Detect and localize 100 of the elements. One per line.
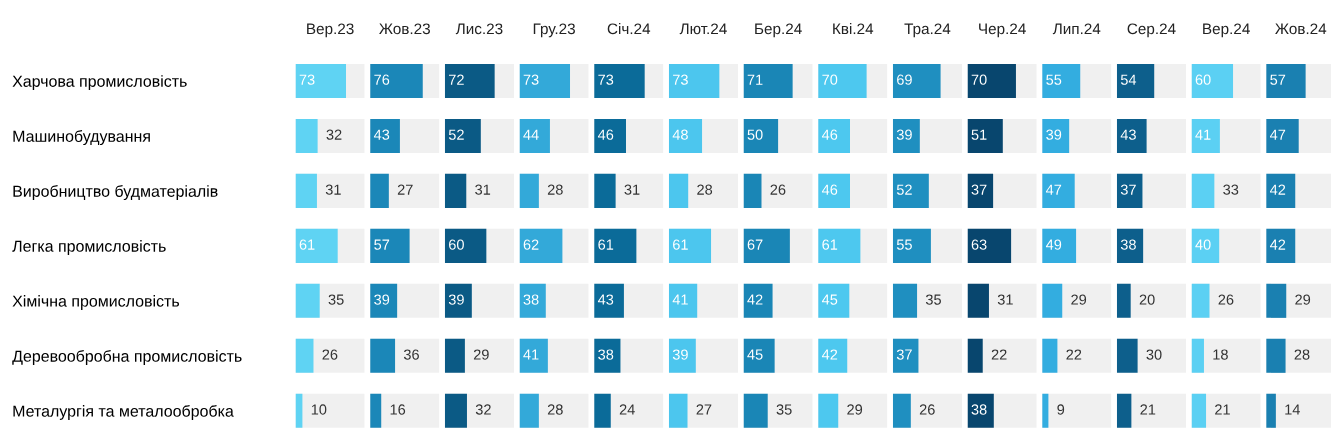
bar	[1266, 393, 1276, 428]
data-label: 73	[299, 74, 315, 85]
chart-title: Лют.24	[679, 23, 727, 35]
data-label: 29	[473, 349, 489, 360]
data-label: 43	[597, 294, 614, 305]
data-label: 26	[1218, 294, 1234, 305]
data-label: 48	[672, 129, 688, 140]
data-label: 62	[523, 239, 539, 250]
data-label: 42	[1269, 239, 1286, 250]
data-label: 70	[822, 74, 838, 85]
data-label: 38	[523, 294, 539, 305]
data-label: 40	[1195, 239, 1211, 250]
data-label: 61	[822, 239, 838, 250]
chart-title: Січ.24	[607, 22, 651, 35]
data-label: 43	[1120, 129, 1136, 140]
data-label: 18	[1213, 349, 1228, 360]
data-label: 61	[673, 239, 688, 250]
data-label: 47	[1045, 184, 1062, 195]
data-label: 29	[1071, 294, 1087, 305]
chart-title: Лис.23	[455, 23, 503, 35]
chart-title: Бер.24	[755, 23, 802, 38]
y-tick-label: Деревообробна промисловість	[12, 349, 242, 365]
data-label: 43	[373, 129, 390, 140]
data-label: 20	[1139, 294, 1155, 305]
data-label: 39	[448, 294, 464, 305]
data-label: 26	[919, 404, 935, 415]
data-label: 35	[925, 294, 941, 305]
chart-title: Сер.24	[1127, 23, 1176, 38]
data-label: 44	[523, 129, 539, 140]
data-label: 27	[696, 404, 712, 415]
data-label: 32	[475, 404, 491, 415]
data-label: 28	[697, 184, 713, 195]
data-label: 49	[1045, 239, 1062, 250]
data-label: 29	[1295, 294, 1311, 305]
y-tick-label: Легка промисловість	[12, 240, 166, 255]
data-label: 37	[971, 184, 987, 195]
data-label: 63	[971, 239, 987, 250]
y-tick-label: Металургія та металообробка	[13, 404, 234, 420]
data-label: 41	[523, 349, 539, 360]
data-label: 24	[619, 404, 635, 415]
data-label: 26	[770, 184, 786, 195]
data-label: 54	[1120, 74, 1137, 85]
data-label: 73	[673, 74, 688, 85]
data-label: 41	[1195, 129, 1211, 140]
data-label: 76	[374, 74, 390, 85]
data-label: 42	[821, 349, 838, 360]
data-label: 51	[971, 129, 987, 140]
data-label: 36	[403, 349, 419, 360]
data-label: 27	[397, 184, 413, 195]
data-label: 31	[624, 184, 640, 195]
data-label: 28	[1294, 349, 1310, 360]
data-label: 33	[1223, 184, 1239, 195]
data-label: 31	[475, 184, 491, 195]
data-label: 22	[1066, 349, 1082, 360]
chart-title: Жов.23	[379, 23, 430, 35]
chart-title: Жов.24	[1275, 23, 1327, 35]
data-label: 38	[971, 404, 987, 415]
data-label: 61	[598, 239, 614, 250]
chart-title: Гру.23	[533, 23, 575, 38]
data-label: 29	[847, 404, 863, 415]
chart-title: Вер.23	[307, 23, 354, 38]
bar	[1191, 393, 1207, 428]
chart-title: Тра.24	[904, 23, 951, 38]
data-label: 46	[597, 129, 614, 140]
data-label: 30	[1146, 349, 1162, 360]
data-label: 46	[821, 184, 838, 195]
bar	[1191, 338, 1204, 373]
chart-title: Чер.24	[979, 23, 1026, 38]
data-label: 39	[1046, 129, 1062, 140]
data-label: 45	[747, 349, 763, 360]
data-label: 46	[821, 129, 838, 140]
y-tick-label: Харчова промисловість	[12, 75, 187, 91]
bar	[370, 393, 382, 428]
data-label: 42	[1269, 184, 1286, 195]
data-label: 42	[747, 294, 763, 305]
data-label: 37	[1120, 184, 1136, 195]
data-label: 10	[311, 404, 327, 415]
data-label: 28	[547, 184, 563, 195]
data-label: 60	[1195, 74, 1211, 85]
data-label: 9	[1057, 404, 1065, 415]
data-label: 57	[374, 239, 390, 250]
data-label: 52	[448, 129, 464, 140]
data-label: 38	[598, 349, 614, 360]
chart-title: Лип.24	[1052, 23, 1101, 35]
chart-title: Вер.24	[1203, 23, 1250, 38]
data-label: 14	[1285, 404, 1300, 415]
data-label: 73	[523, 74, 539, 85]
data-label: 73	[598, 74, 614, 85]
data-label: 45	[821, 294, 838, 305]
data-label: 69	[897, 74, 912, 85]
data-label: 21	[1215, 404, 1230, 415]
bar	[967, 338, 983, 373]
data-label: 60	[449, 239, 464, 250]
data-label: 39	[896, 129, 912, 140]
data-label: 50	[747, 129, 763, 140]
data-label: 32	[326, 129, 342, 140]
data-label: 70	[971, 74, 987, 85]
data-label: 21	[1140, 404, 1156, 415]
bar	[1116, 393, 1132, 428]
data-label: 35	[328, 294, 344, 305]
